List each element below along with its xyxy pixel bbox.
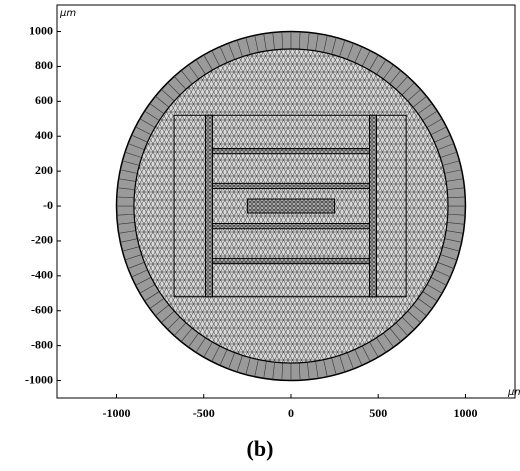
bar [212, 258, 369, 263]
y-tick-label: 800 [35, 58, 53, 72]
y-tick-label: -0 [43, 198, 53, 212]
x-tick-label: 500 [369, 406, 387, 420]
figure: μm μm (b) -1000 -500 0 500 1000 1000 800 600 400… [0, 0, 520, 471]
y-unit: μm [59, 8, 76, 19]
electrode [369, 115, 376, 296]
x-tick-label: -500 [193, 406, 215, 420]
y-tick-label: 200 [35, 163, 53, 177]
y-tick-label: -600 [31, 302, 53, 316]
bar [212, 148, 369, 153]
y-tick-label: 1000 [29, 23, 53, 37]
bar [212, 183, 369, 188]
y-tick-label: 400 [35, 128, 53, 142]
x-unit: μm [507, 387, 520, 398]
x-tick-label: 1000 [453, 406, 477, 420]
x-tick-label: 0 [288, 406, 294, 420]
mesh [116, 32, 465, 381]
y-tick-label: -400 [31, 268, 53, 282]
y-tick-label: -800 [31, 337, 53, 351]
bar [212, 223, 369, 228]
x-tick-label: -1000 [102, 406, 130, 420]
electrode [205, 115, 212, 296]
gap [247, 199, 334, 213]
y-tick-label: -1000 [25, 372, 53, 386]
y-tick-label: 600 [35, 93, 53, 107]
caption: (b) [247, 436, 274, 461]
y-tick-label: -200 [31, 233, 53, 247]
